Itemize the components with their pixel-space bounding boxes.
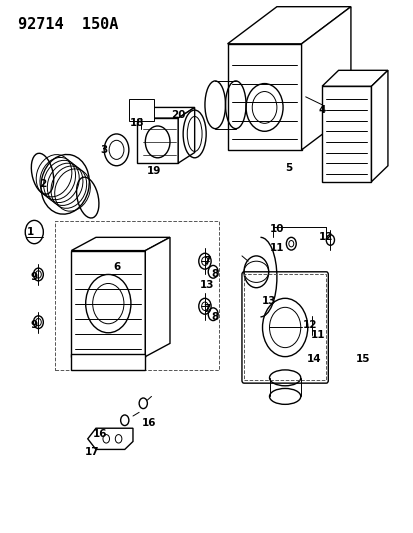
Polygon shape xyxy=(301,7,350,150)
Text: 11: 11 xyxy=(269,243,283,253)
Text: 92714  150A: 92714 150A xyxy=(18,17,118,33)
Text: 6: 6 xyxy=(113,262,120,271)
Polygon shape xyxy=(178,108,194,163)
Text: 4: 4 xyxy=(318,105,325,115)
Text: 13: 13 xyxy=(199,280,214,290)
Bar xyxy=(71,354,145,370)
Text: 14: 14 xyxy=(306,354,320,364)
Text: 2: 2 xyxy=(39,179,46,189)
Text: 5: 5 xyxy=(285,164,292,173)
Polygon shape xyxy=(137,108,194,118)
Bar xyxy=(227,44,301,150)
Polygon shape xyxy=(321,70,387,86)
Polygon shape xyxy=(227,7,350,44)
Text: 11: 11 xyxy=(310,330,325,341)
Text: 9: 9 xyxy=(31,320,38,330)
Bar xyxy=(321,86,370,182)
Bar xyxy=(55,221,219,370)
Text: 7: 7 xyxy=(203,256,210,266)
Text: 13: 13 xyxy=(261,296,275,306)
Text: 16: 16 xyxy=(93,429,107,439)
Text: 17: 17 xyxy=(84,447,99,457)
Text: 16: 16 xyxy=(142,418,156,428)
Text: 18: 18 xyxy=(130,118,144,128)
FancyBboxPatch shape xyxy=(241,272,328,383)
Polygon shape xyxy=(71,237,170,251)
Bar xyxy=(243,274,325,381)
Bar xyxy=(128,100,153,120)
Text: 7: 7 xyxy=(203,304,210,314)
Text: 12: 12 xyxy=(318,232,333,243)
Text: 19: 19 xyxy=(146,166,160,176)
Polygon shape xyxy=(145,237,170,357)
Bar xyxy=(137,118,178,163)
Text: 10: 10 xyxy=(269,224,283,235)
Text: 8: 8 xyxy=(211,312,218,322)
Text: 20: 20 xyxy=(171,110,185,120)
Text: 9: 9 xyxy=(31,272,38,282)
Text: 12: 12 xyxy=(302,320,316,330)
Text: 3: 3 xyxy=(100,145,107,155)
Bar xyxy=(71,251,145,357)
Polygon shape xyxy=(370,70,387,182)
Text: 1: 1 xyxy=(26,227,34,237)
Text: 15: 15 xyxy=(355,354,370,364)
Text: 8: 8 xyxy=(211,270,218,279)
Polygon shape xyxy=(88,428,133,449)
